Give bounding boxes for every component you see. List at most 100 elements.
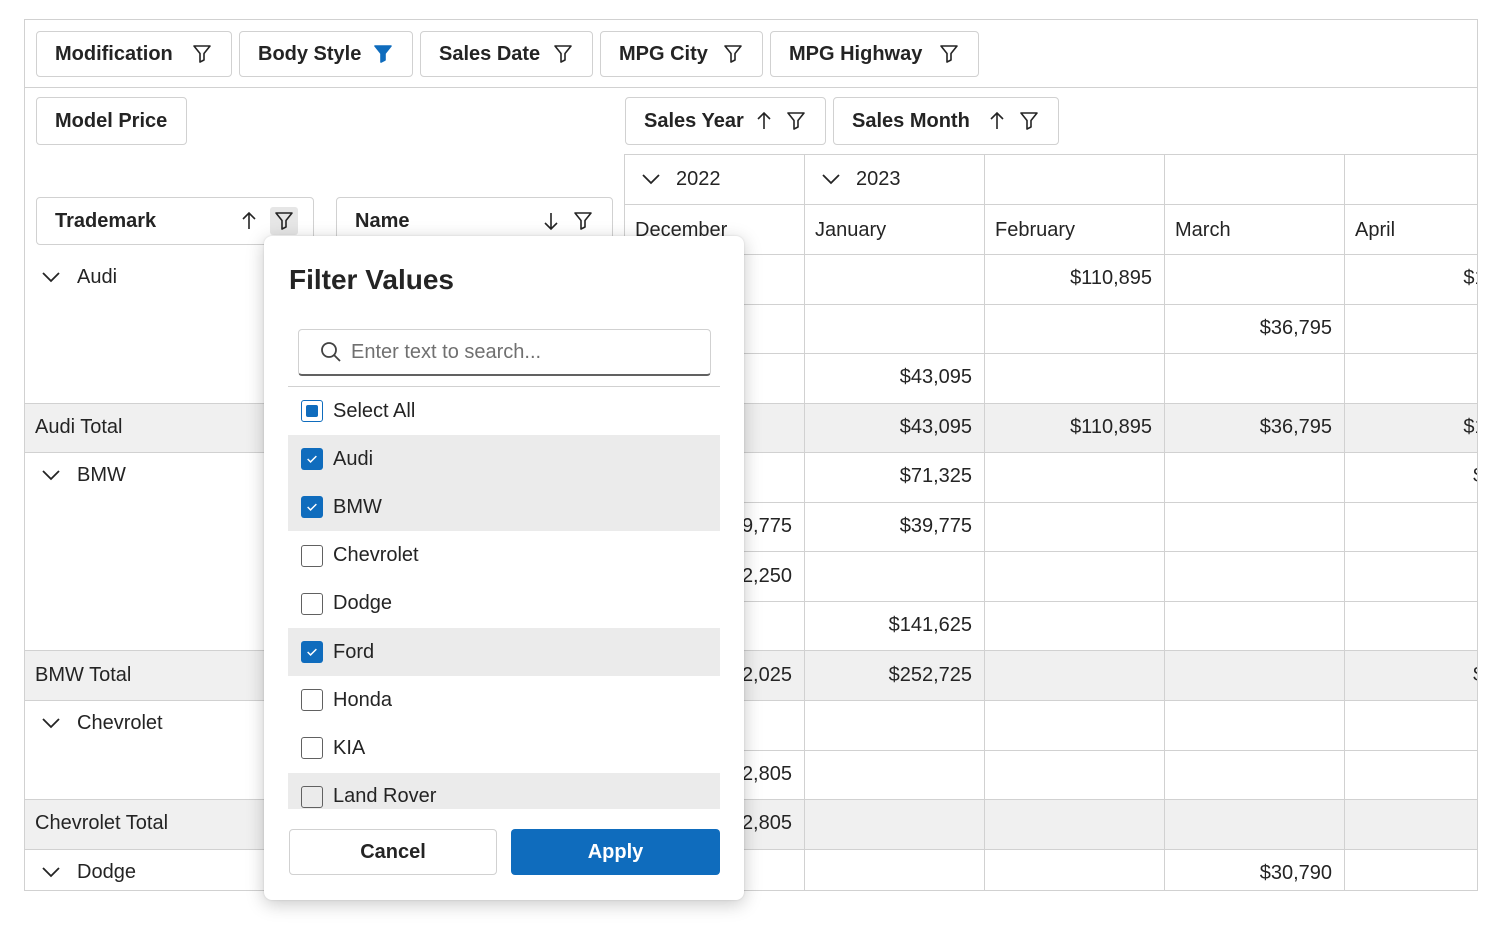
row-label: BMW bbox=[77, 464, 126, 487]
item-label: Land Rover bbox=[333, 785, 436, 808]
list-item[interactable]: KIA bbox=[288, 724, 720, 772]
list-item[interactable]: Audi bbox=[288, 435, 720, 483]
month-label: February bbox=[995, 219, 1075, 242]
field-button[interactable]: MPG Highway bbox=[770, 31, 979, 77]
cell-value: $43,095 bbox=[900, 416, 972, 439]
field-button[interactable]: Sales Year bbox=[625, 97, 826, 145]
list-item[interactable]: Chevrolet bbox=[288, 532, 720, 580]
value-list: Select All Audi BMWChevroletDodge Ford Honda… bbox=[288, 387, 720, 809]
cell-value: 2,250 bbox=[742, 565, 792, 588]
month-header: February bbox=[984, 204, 1164, 256]
value-cell: $141,625 bbox=[804, 601, 984, 651]
item-label: Audi bbox=[333, 448, 373, 471]
popup-title: Filter Values bbox=[289, 264, 454, 296]
grid-line bbox=[25, 87, 1477, 88]
filter-icon bbox=[938, 43, 960, 65]
item-label: Ford bbox=[333, 641, 374, 664]
checkbox[interactable] bbox=[301, 400, 323, 422]
cancel-button[interactable]: Cancel bbox=[289, 829, 497, 875]
cell-value: $141,625 bbox=[889, 614, 972, 637]
checkbox[interactable] bbox=[301, 545, 323, 567]
grid-line bbox=[1164, 254, 1165, 891]
checkbox[interactable] bbox=[301, 737, 323, 759]
indeterminate-mark bbox=[306, 405, 318, 417]
grid-line bbox=[624, 353, 1477, 354]
collapse-icon bbox=[820, 168, 842, 190]
filter-popup: Filter Values Enter text to search... Se… bbox=[264, 236, 744, 900]
total-row-header: Audi Total bbox=[35, 403, 122, 453]
cell-value: $39,775 bbox=[900, 515, 972, 538]
sort-icon bbox=[986, 110, 1008, 132]
collapse-icon bbox=[40, 266, 62, 288]
group-row-header: Audi bbox=[40, 254, 117, 304]
list-item[interactable]: Select All bbox=[288, 387, 720, 435]
row-label: Audi Total bbox=[35, 416, 122, 439]
cell-value: $110,895 bbox=[1070, 416, 1152, 439]
field-name: MPG Highway bbox=[789, 43, 938, 66]
field-button[interactable]: MPG City bbox=[600, 31, 763, 77]
grid-line bbox=[25, 700, 1477, 701]
field-button[interactable]: Sales Date bbox=[420, 31, 593, 77]
checkbox[interactable] bbox=[301, 641, 323, 663]
value-cell: $252,725 bbox=[804, 650, 984, 700]
field-name: Sales Year bbox=[644, 110, 753, 133]
list-item[interactable]: Dodge bbox=[288, 580, 720, 628]
field-name: Sales Month bbox=[852, 110, 986, 133]
year-header: 2022 bbox=[624, 154, 804, 204]
cell-value: $71, bbox=[1473, 664, 1478, 687]
cell-value: $110,895 bbox=[1070, 267, 1152, 290]
checkbox[interactable] bbox=[301, 689, 323, 711]
cell-value: $71,325 bbox=[900, 465, 972, 488]
filter-icon bbox=[191, 43, 213, 65]
search-box[interactable]: Enter text to search... bbox=[298, 329, 711, 376]
cell-value: $36,795 bbox=[1260, 416, 1332, 439]
year-label: 2022 bbox=[676, 168, 721, 191]
checkbox[interactable] bbox=[301, 593, 323, 615]
filter-icon bbox=[270, 207, 298, 235]
value-cell: $43,095 bbox=[804, 353, 984, 403]
list-item[interactable]: Ford bbox=[288, 628, 720, 676]
checkbox[interactable] bbox=[301, 496, 323, 518]
item-label: Select All bbox=[333, 400, 415, 423]
field-name: MPG City bbox=[619, 43, 722, 66]
year-header: 2023 bbox=[804, 154, 1477, 204]
field-button[interactable]: Sales Month bbox=[833, 97, 1059, 145]
grid-line bbox=[624, 304, 1477, 305]
value-cell: $110, bbox=[1344, 403, 1478, 453]
filter-icon bbox=[372, 43, 394, 65]
group-row-header: BMW bbox=[40, 452, 126, 502]
sort-icon bbox=[238, 210, 260, 232]
check-mark bbox=[304, 451, 320, 467]
field-name: Modification bbox=[55, 43, 191, 66]
sort-icon bbox=[753, 110, 775, 132]
field-button[interactable]: Modification bbox=[36, 31, 232, 77]
field-button[interactable]: Model Price bbox=[36, 97, 187, 145]
month-header: January bbox=[804, 204, 984, 256]
row-label: Chevrolet Total bbox=[35, 812, 168, 835]
month-label: January bbox=[815, 219, 886, 242]
filter-icon bbox=[1018, 110, 1040, 132]
cell-value: $71, bbox=[1473, 465, 1478, 488]
cell-value: $110, bbox=[1463, 416, 1478, 439]
grid-line bbox=[624, 601, 1477, 602]
checkbox[interactable] bbox=[301, 786, 323, 808]
year-label: 2023 bbox=[856, 168, 901, 191]
row-label: BMW Total bbox=[35, 664, 131, 687]
filter-icon bbox=[572, 210, 594, 232]
field-button[interactable]: Body Style bbox=[239, 31, 413, 77]
apply-button[interactable]: Apply bbox=[511, 829, 720, 875]
cell-value: $110, bbox=[1463, 267, 1478, 290]
list-item[interactable]: Honda bbox=[288, 676, 720, 724]
group-row-header: Chevrolet bbox=[40, 700, 163, 750]
row-label: Audi bbox=[77, 266, 117, 289]
month-label: April bbox=[1355, 219, 1395, 242]
list-item[interactable]: Land Rover bbox=[288, 773, 720, 809]
group-row-header: Dodge bbox=[40, 849, 136, 891]
list-item[interactable]: BMW bbox=[288, 483, 720, 531]
value-cell: $30,790 bbox=[1164, 849, 1344, 891]
value-cell: $71,325 bbox=[804, 452, 984, 502]
field-name: Sales Date bbox=[439, 43, 552, 66]
value-cell: $110,895 bbox=[984, 403, 1164, 453]
checkbox[interactable] bbox=[301, 448, 323, 470]
